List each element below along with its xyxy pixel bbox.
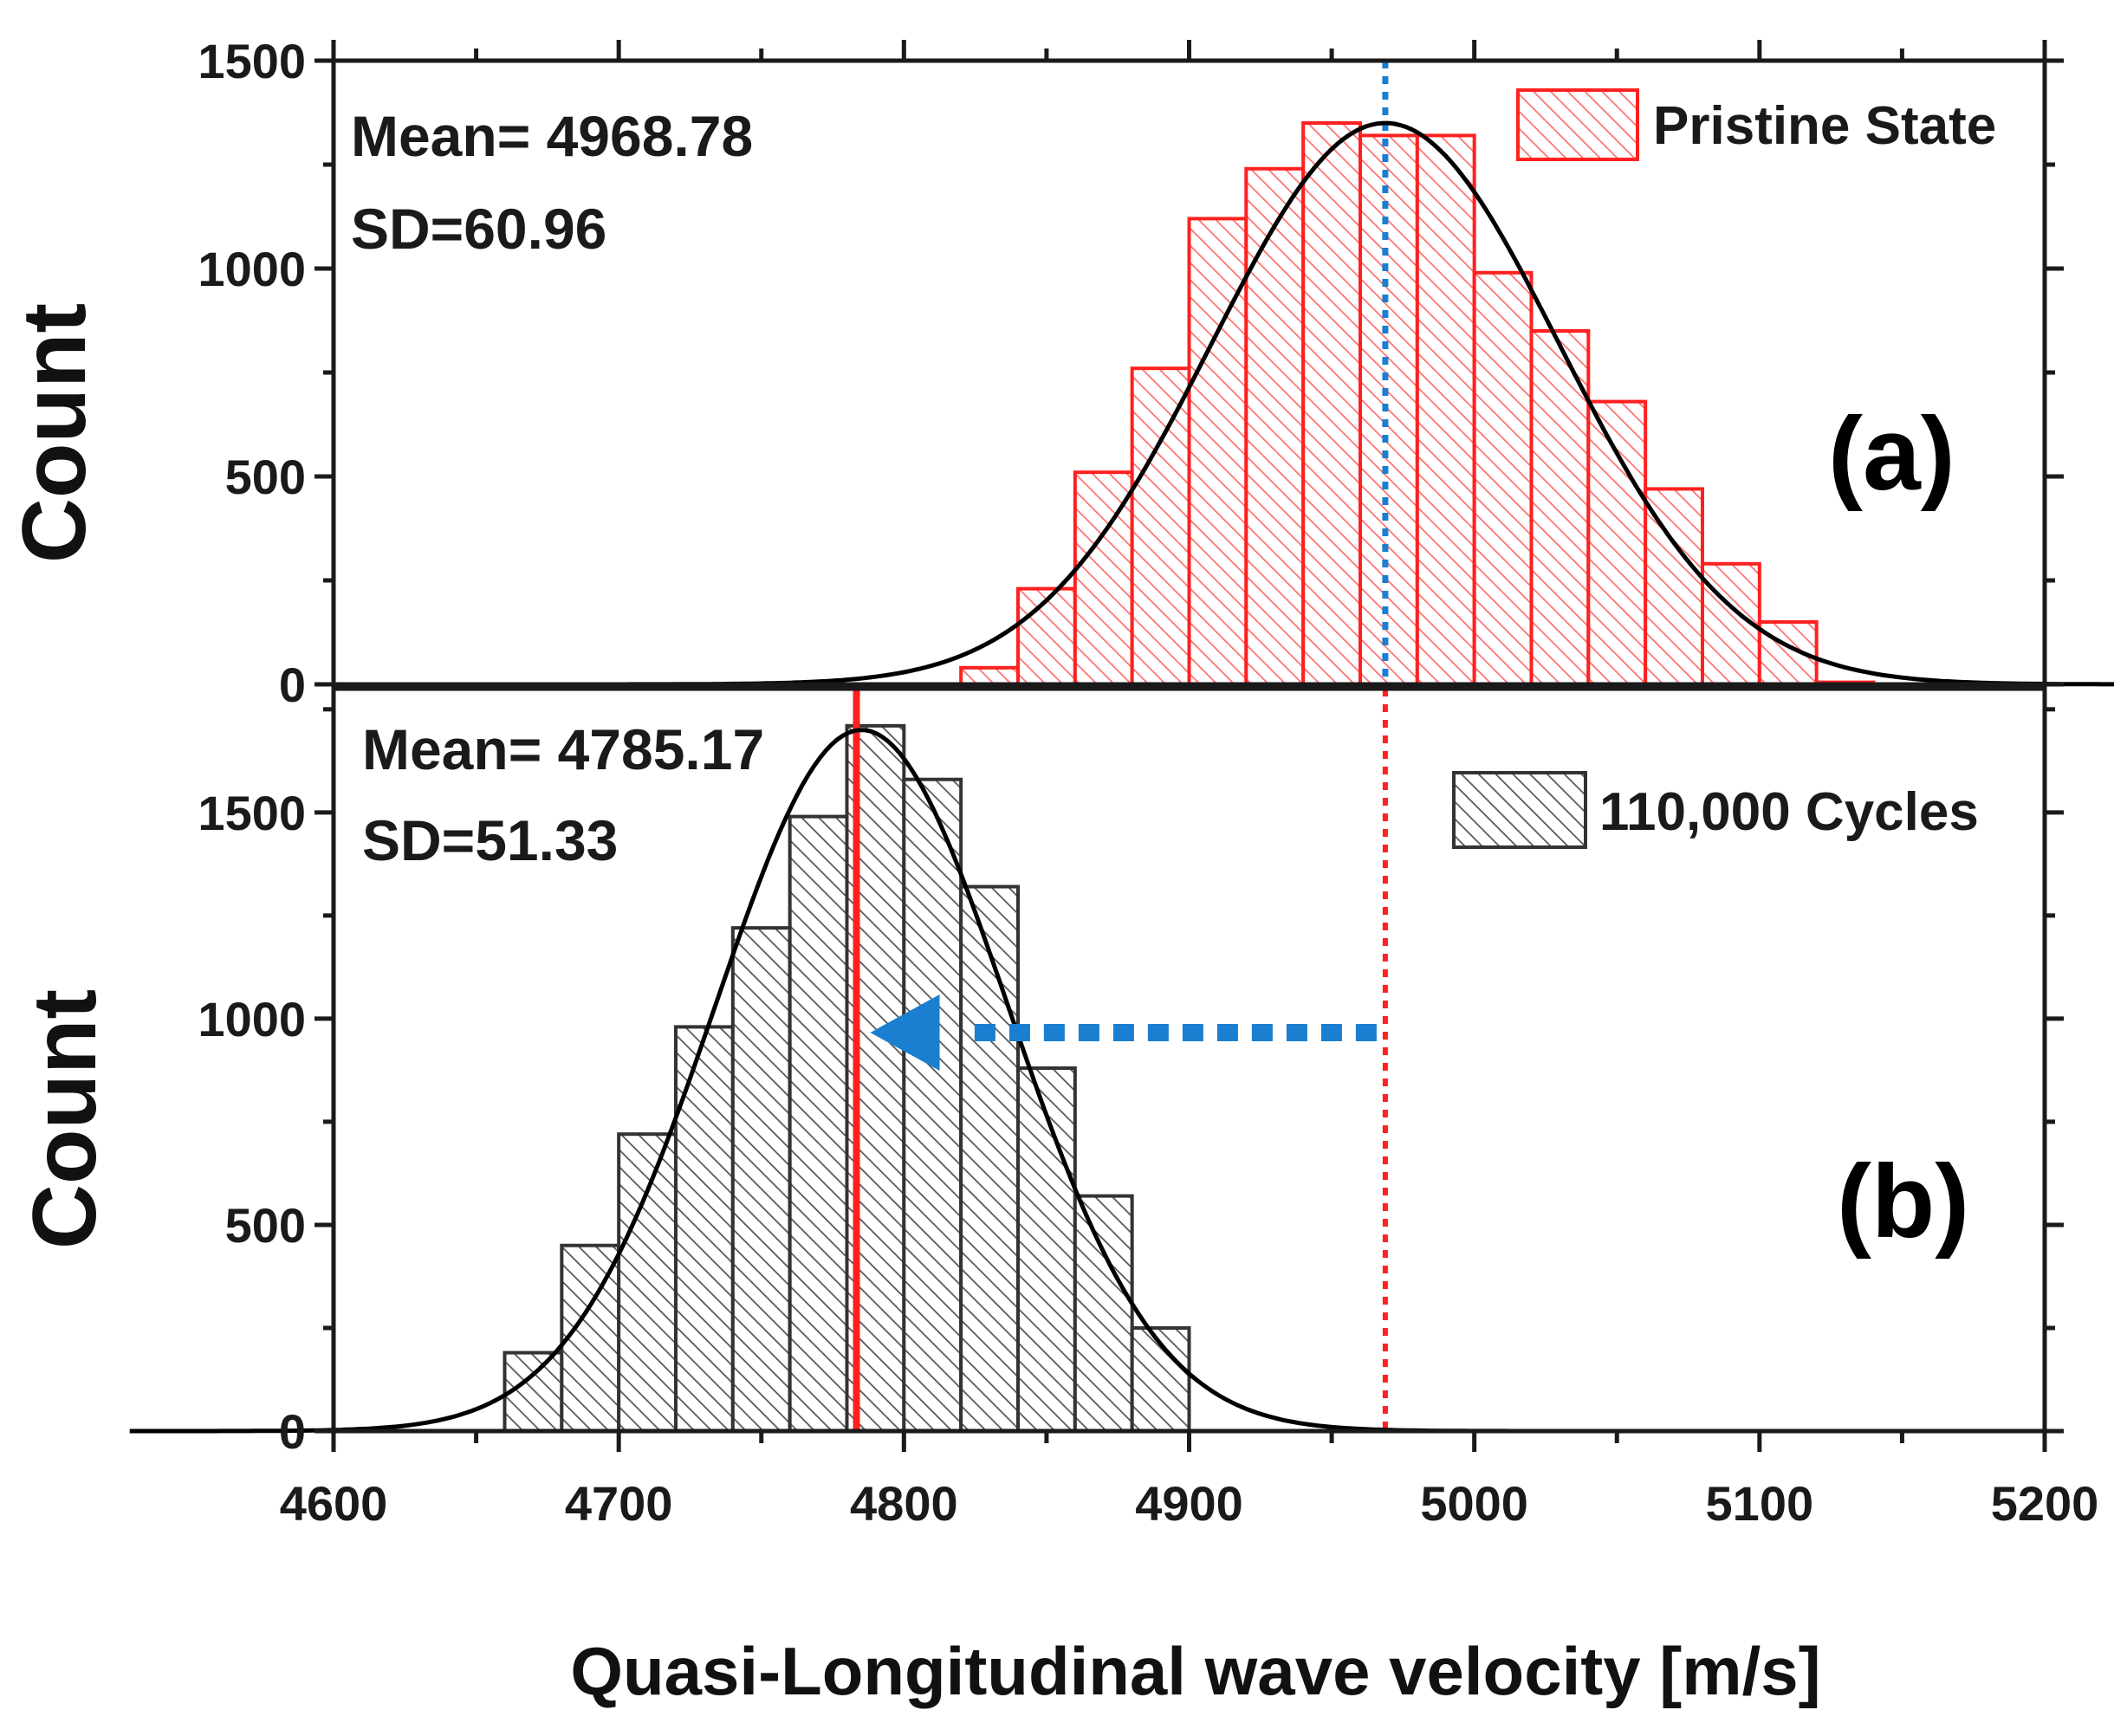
panel-b-bar <box>788 814 849 1433</box>
panel-a-y-tick-label: 1000 <box>198 242 306 296</box>
panel-a-y-tick-label: 1500 <box>198 34 306 88</box>
panel-a-y-tick-label: 500 <box>225 450 306 504</box>
panel-a-bar <box>1586 399 1648 686</box>
panel-b-y-axis-title: Count <box>15 989 115 1249</box>
panel-a-bar <box>1415 133 1476 686</box>
panel-a-bar <box>1130 366 1191 686</box>
panel-b-fit-curve <box>129 728 1590 1434</box>
panel-b-gaussian-fit <box>129 728 1590 1434</box>
x-tick-label: 5100 <box>1706 1476 1814 1531</box>
panel-a-bar <box>1244 166 1306 687</box>
panel-b-legend-label: 110,000 Cycles <box>1599 782 1979 842</box>
x-axis-ticks: 4600 4700 4800 4900 5000 5100 5200 <box>280 40 2099 1531</box>
panel-a-legend-swatch <box>1516 88 1639 161</box>
x-tick-label: 5200 <box>1991 1476 2099 1531</box>
panel-a-sd-text: SD=60.96 <box>351 197 606 261</box>
panel-b-y-tick-label: 1000 <box>198 992 306 1046</box>
panel-b-legend-swatch <box>1452 771 1587 849</box>
panel-b-mean-lines <box>853 689 1388 1431</box>
panel-a-bar <box>1472 270 1534 686</box>
x-tick-label: 4900 <box>1135 1476 1243 1531</box>
x-axis-title: Quasi-Longitudinal wave velocity [m/s] <box>570 1633 1820 1709</box>
x-tick-label: 4700 <box>565 1476 673 1531</box>
panel-b-legend: 110,000 Cycles <box>1452 771 1979 849</box>
x-tick-label: 4800 <box>850 1476 958 1531</box>
panel-b-bar <box>1016 1066 1077 1433</box>
panel-b-y-ticks: 0 500 1000 1500 <box>198 707 2064 1459</box>
panel-a-y-axis-title: Count <box>4 303 105 563</box>
panel-a-label: (a) <box>1828 396 1955 512</box>
panel-a-bar <box>1301 121 1362 686</box>
panel-b-mean-text: Mean= 4785.17 <box>362 717 764 781</box>
panel-b-shift-arrowhead <box>870 994 940 1071</box>
panel-a-bar <box>1359 133 1419 686</box>
panel-a-mean-text: Mean= 4968.78 <box>351 104 753 168</box>
x-tick-label: 4600 <box>280 1476 388 1531</box>
panel-b-bar <box>902 777 963 1433</box>
panel-b-bar <box>959 884 1020 1433</box>
panel-a-legend: Pristine State <box>1516 88 1996 161</box>
panel-a-bar <box>959 665 1020 686</box>
panel-a-y-tick-label: 0 <box>279 657 306 712</box>
panel-b-bar <box>730 926 792 1433</box>
panel-b-bar <box>617 1132 678 1433</box>
panel-b-y-tick-label: 500 <box>225 1198 306 1253</box>
panel-a-bars <box>959 121 1876 687</box>
panel-a-bar <box>1644 487 1704 687</box>
panel-b-bar <box>1073 1194 1134 1434</box>
x-tick-label: 5000 <box>1420 1476 1528 1531</box>
panel-b-bar <box>674 1025 735 1434</box>
panel-a-legend-label: Pristine State <box>1653 96 1996 156</box>
panel-b-shift-arrow <box>870 994 1377 1071</box>
panel-a: 0 500 1000 1500 Mean= 4968.78 SD=60.96 Pris… <box>4 34 2114 712</box>
panel-b-y-tick-label: 0 <box>279 1404 306 1459</box>
panel-b-sd-text: SD=51.33 <box>362 808 618 872</box>
panel-b-label: (b) <box>1837 1143 1969 1260</box>
panel-b-y-tick-label: 1500 <box>198 786 306 840</box>
panel-a-y-ticks: 0 500 1000 1500 <box>198 34 2064 712</box>
